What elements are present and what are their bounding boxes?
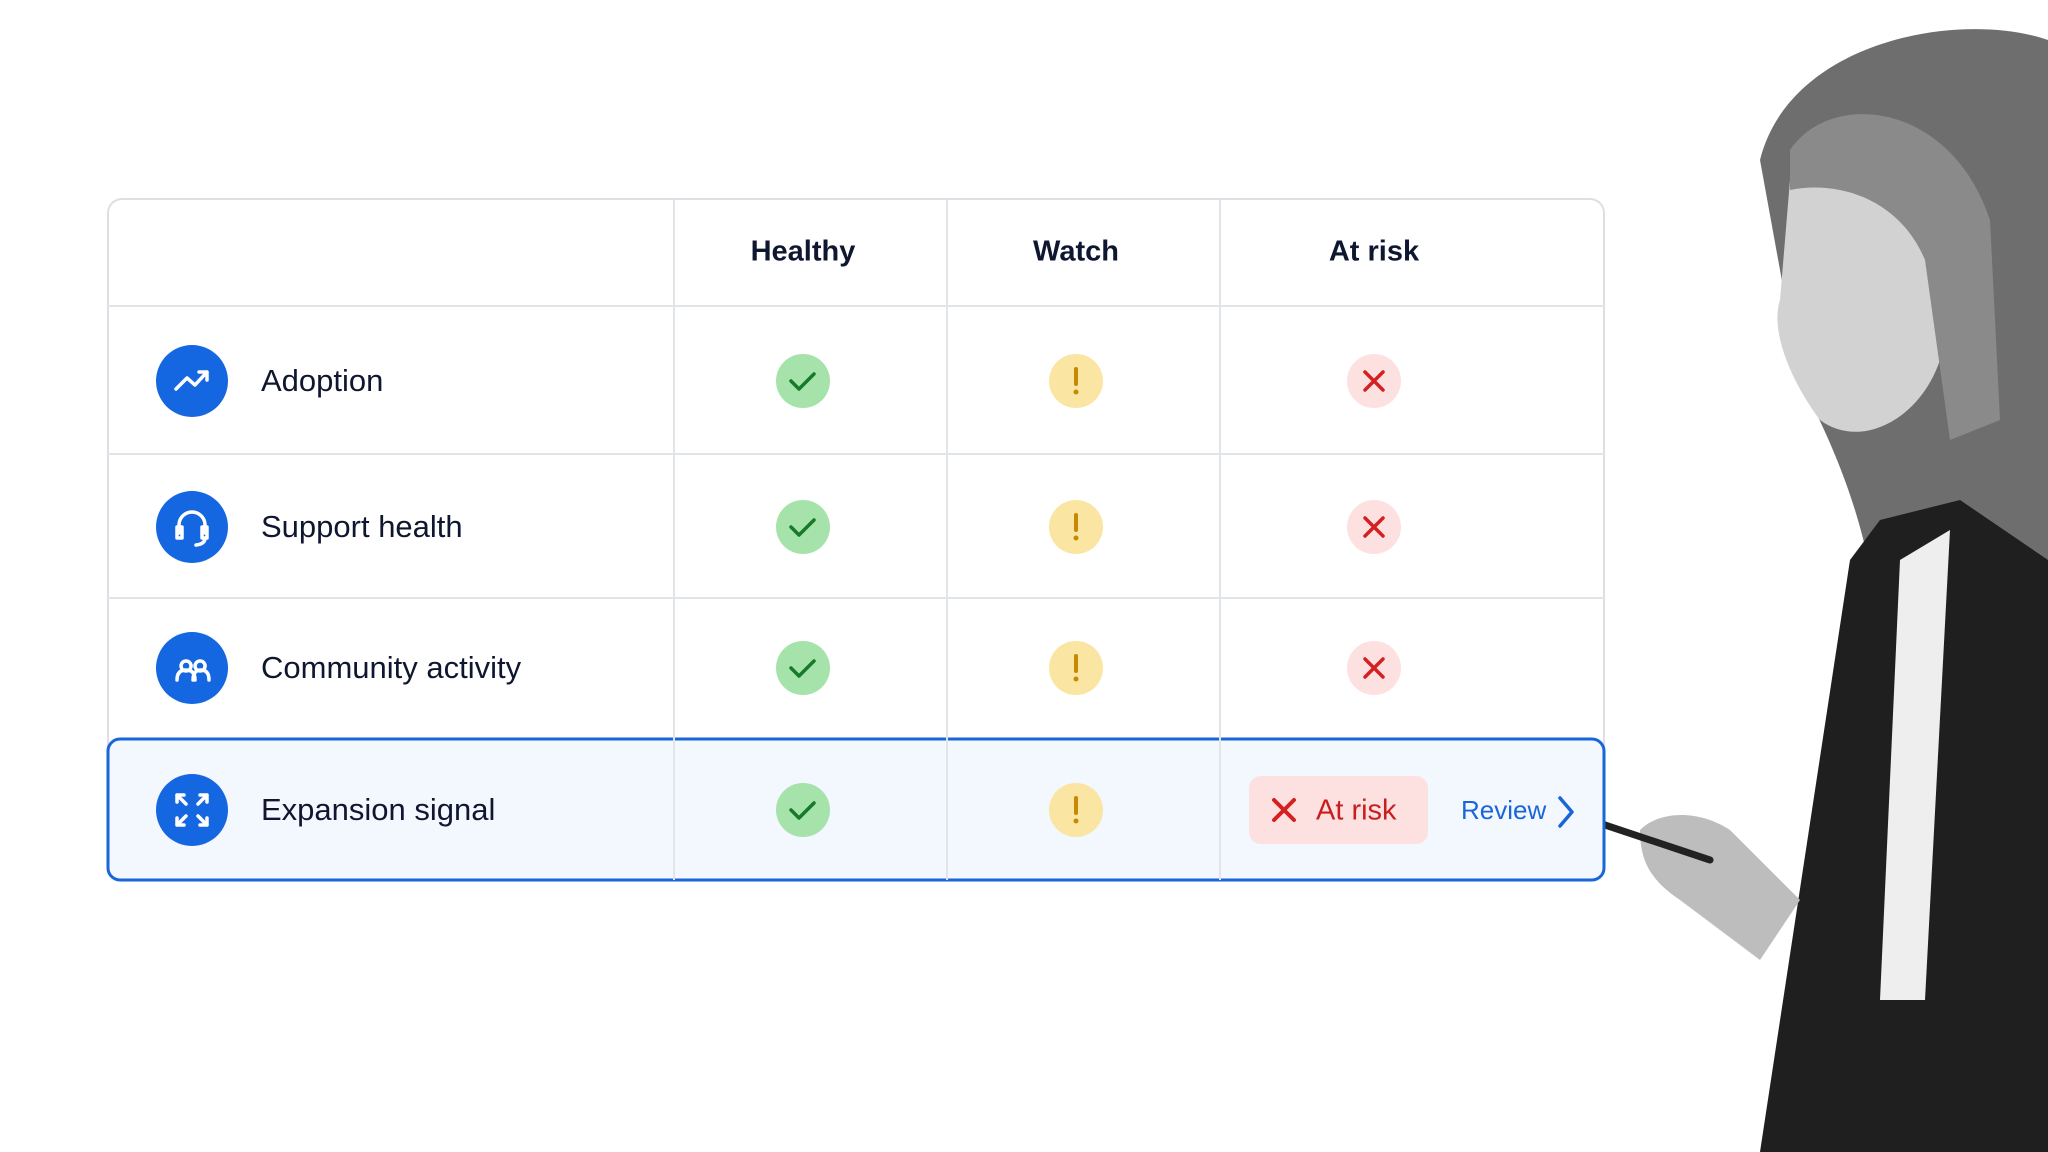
column-header: Healthy <box>751 236 856 268</box>
row-icon-glyph <box>175 510 209 547</box>
check <box>789 801 816 820</box>
x-mark <box>1363 657 1385 679</box>
row-label: Community activity <box>261 650 522 685</box>
column-header: At risk <box>1329 236 1420 268</box>
person-photo <box>1586 29 2048 1152</box>
row-label: Expansion signal <box>261 792 495 827</box>
x-mark <box>1363 370 1385 392</box>
exclaim-dot <box>1073 676 1079 682</box>
exclaim-dot <box>1073 818 1079 824</box>
row-icon-glyph <box>174 370 209 391</box>
x-mark <box>1363 516 1385 538</box>
risk-badge <box>1249 776 1428 844</box>
review-link[interactable]: Review <box>1461 795 1546 825</box>
check <box>789 372 816 391</box>
row-label: Adoption <box>261 363 383 398</box>
exclaim-dot <box>1073 389 1079 395</box>
badge-text: At risk <box>1316 795 1397 827</box>
check <box>789 518 816 537</box>
row-label: Support health <box>261 509 463 544</box>
healthy-icon <box>776 783 830 837</box>
column-header: Watch <box>1033 236 1119 268</box>
healthy-icon <box>776 641 830 695</box>
healthy-icon <box>776 500 830 554</box>
row-icon-glyph <box>175 659 211 682</box>
grid <box>108 199 1604 880</box>
row-icon-glyph <box>175 793 209 827</box>
row-icon <box>156 774 228 846</box>
exclaim-dot <box>1073 535 1079 541</box>
check <box>789 659 816 678</box>
chevron[interactable] <box>1558 796 1574 828</box>
x-icon <box>1272 798 1296 822</box>
selected-row[interactable] <box>106 737 1606 882</box>
healthy-icon <box>776 354 830 408</box>
row-icon <box>156 491 228 563</box>
